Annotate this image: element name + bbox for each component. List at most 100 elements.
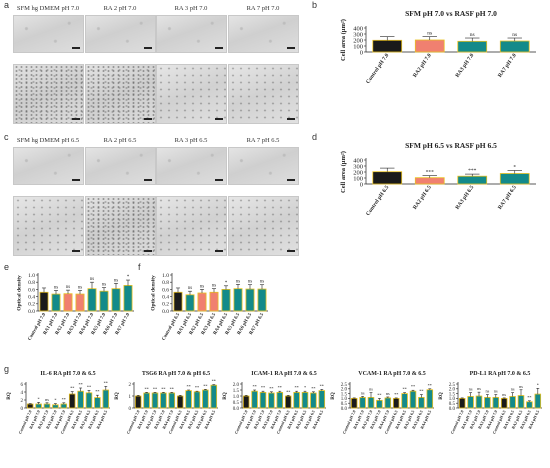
chart-g4: VCAM-1 RA pH 7.0 & 6.5 0.00.51.01.52.02.5… <box>331 371 434 435</box>
chart-g5: PD-L1 RA pH 7.0 & 6.5 0.00.51.01.52.02.5 R… <box>439 371 542 435</box>
y-tick-label: 300 <box>353 163 363 170</box>
scale-bar <box>72 118 80 120</box>
chart-title: ICAM-1 RA pH 7.0 & 6.5 <box>251 371 317 377</box>
significance-label: ** <box>311 386 315 391</box>
micrograph-image <box>228 15 299 53</box>
scale-bar <box>287 179 295 181</box>
panel-letter-b: b <box>312 0 318 10</box>
y-tick-label: 0.0 <box>28 309 35 315</box>
significance-label: ** <box>261 385 265 390</box>
significance-label: ns <box>260 280 264 285</box>
chart-bar <box>85 392 93 409</box>
y-axis-label: RQ <box>7 392 12 400</box>
chart-bar <box>414 177 445 185</box>
chart-bar <box>350 398 358 409</box>
scale-bar <box>144 47 152 49</box>
y-tick-label: 4 <box>21 391 24 396</box>
micrograph-header: SFM hg DMEM pH 6.5 <box>16 137 80 144</box>
x-tick-label: RA7 pH 6.5 <box>497 185 518 211</box>
significance-label: ns <box>511 387 515 392</box>
y-tick-label: 0.4 <box>162 295 169 301</box>
micrograph-image <box>13 196 84 256</box>
y-axis-label: Optical density <box>150 275 156 311</box>
chart-bar <box>51 293 61 312</box>
chart-bar <box>310 392 317 409</box>
x-tick-label: RA2 pH 7.0 <box>412 53 433 79</box>
y-tick-label: 0.6 <box>162 287 169 293</box>
significance-label: ns <box>386 391 390 396</box>
significance-label: ** <box>394 392 398 397</box>
significance-label: ** <box>286 389 290 394</box>
y-tick-label: 100 <box>353 175 363 182</box>
chart-title: PD-L1 RA pH 7.0 & 6.5 <box>470 371 531 377</box>
significance-label: ns <box>54 285 58 290</box>
significance-label: ** <box>212 379 216 384</box>
significance-label: * <box>304 385 306 390</box>
chart-bar <box>160 392 167 409</box>
x-tick-label: Control pH 6.5 <box>162 312 182 342</box>
chart-title: SFM pH 6.5 vs RASF pH 6.5 <box>405 141 497 150</box>
scale-bar <box>215 179 223 181</box>
chart-bar <box>401 393 408 409</box>
chart-bar <box>301 391 309 409</box>
chart-g3: ICAM-1 RA pH 7.0 & 6.50.00.51.01.52.0RQC… <box>223 371 326 435</box>
y-tick-label: 200 <box>353 37 363 44</box>
chart-bar <box>372 39 403 53</box>
panel-letter-g: g <box>4 364 10 374</box>
chart-bar <box>457 40 488 53</box>
y-axis-label: Cell area (μm²) <box>340 19 347 61</box>
chart-bar <box>372 171 403 185</box>
significance-label: ns <box>66 285 70 290</box>
chart-bar <box>367 397 375 409</box>
significance-label: ** <box>527 395 531 400</box>
x-tick-label: RA3 pH 7.0 <box>455 53 476 79</box>
significance-label: ns <box>78 285 82 290</box>
micrograph-header: RA 2 pH 7.0 <box>103 5 137 12</box>
significance-label: ns <box>212 284 216 289</box>
y-tick-label: 2.0 <box>233 383 240 388</box>
chart-bar <box>458 398 466 409</box>
y-tick-label: 0.8 <box>162 280 169 286</box>
x-tick-label: Control pH 7.0 <box>28 312 48 342</box>
chart-bar <box>221 288 231 312</box>
chart-bar <box>185 294 195 312</box>
x-tick-label: Control pH 7.0 <box>365 53 390 85</box>
chart-bar <box>233 288 243 312</box>
significance-label: ns <box>469 387 473 392</box>
chart-bar <box>284 395 292 409</box>
y-tick-label: 1.5 <box>341 392 348 397</box>
scale-bar <box>72 47 80 49</box>
panel-letter-f: f <box>138 262 141 272</box>
significance-label: ** <box>269 386 273 391</box>
significance-label: ** <box>78 382 82 387</box>
significance-label: ns <box>519 384 523 389</box>
y-tick-label: 0 <box>21 407 24 412</box>
y-tick-label: 2.0 <box>449 388 456 393</box>
chart-bar <box>376 399 383 409</box>
chart-bar <box>151 392 159 409</box>
chart-bar <box>457 175 488 185</box>
scale-bar <box>287 47 295 49</box>
scale-bar <box>215 118 223 120</box>
chart-bar <box>193 391 201 409</box>
chart-bar <box>77 390 84 409</box>
y-tick-label: 2 <box>129 383 132 388</box>
significance-label: ** <box>153 386 157 391</box>
micrograph-image <box>156 64 227 124</box>
chart-bar <box>173 291 183 312</box>
chart-bar <box>185 390 192 409</box>
chart-bar <box>26 403 34 409</box>
y-tick-label: 0.0 <box>233 407 240 412</box>
significance-label: ns <box>369 387 373 392</box>
micrograph-image <box>85 15 156 53</box>
significance-label: ns <box>45 397 49 402</box>
y-tick-label: 0.8 <box>28 280 35 286</box>
micrograph-image <box>228 196 299 256</box>
micrograph-image <box>228 64 299 124</box>
significance-label: * <box>38 396 40 401</box>
y-tick-label: 400 <box>353 157 363 164</box>
micrograph-image <box>13 147 84 185</box>
significance-label: ** <box>87 384 91 389</box>
chart-bar <box>75 293 85 312</box>
